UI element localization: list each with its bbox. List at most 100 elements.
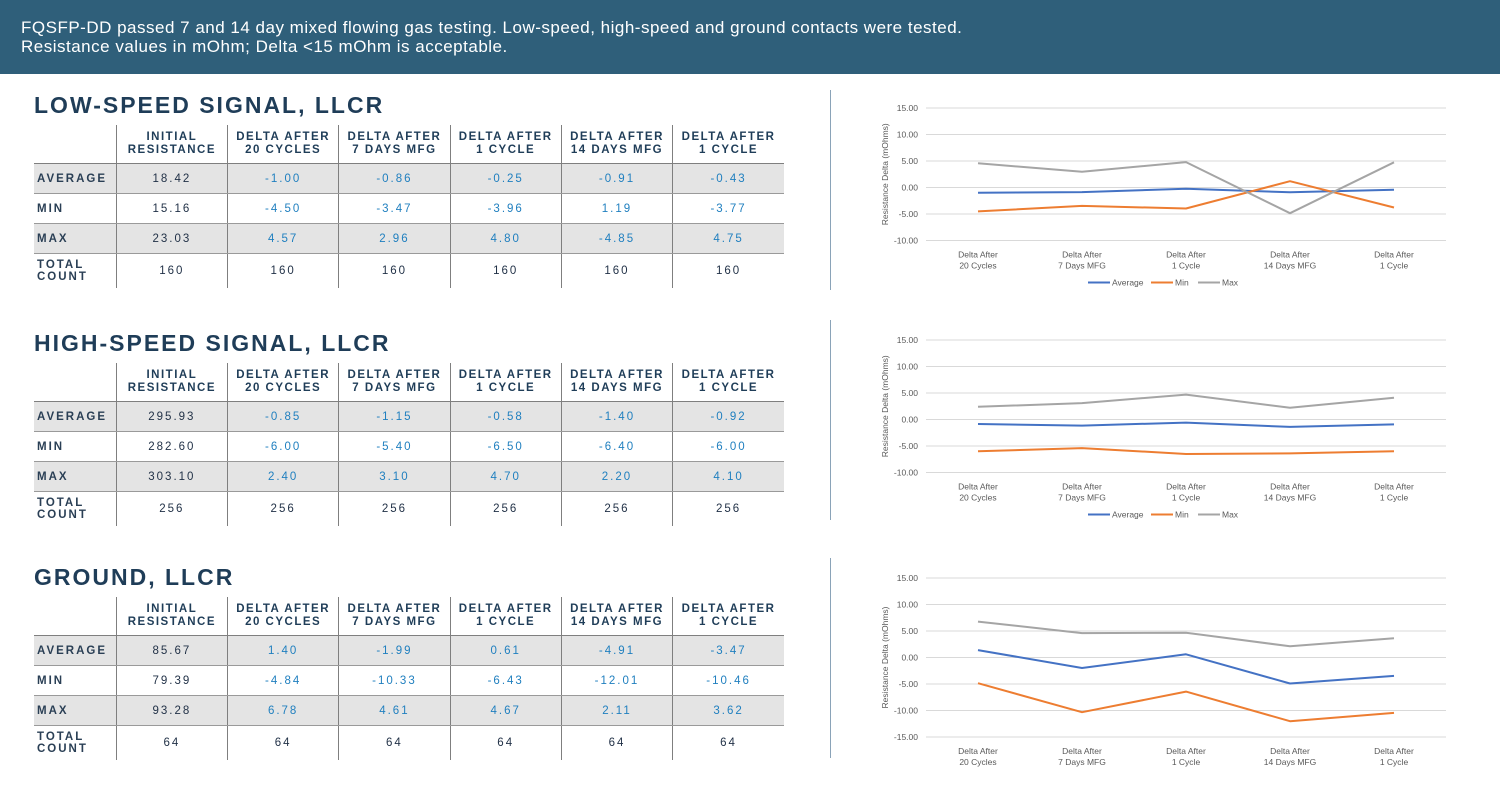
y-tick-label: -5.00 — [899, 441, 919, 451]
column-header-line: 7 DAYS MFG — [352, 616, 437, 628]
column-header: DELTA AFTER 1 CYCLE — [449, 125, 562, 164]
row-label: MIN — [34, 665, 117, 696]
table-cell: -1.99 — [338, 635, 451, 666]
x-tick-label: Delta After — [1062, 250, 1102, 260]
column-header: DELTA AFTER 7 DAYS MFG — [338, 363, 451, 402]
divider-3 — [830, 558, 831, 758]
table-cell: 64 — [338, 725, 451, 760]
table-cell: 256 — [672, 491, 784, 526]
x-tick-label: 20 Cycles — [959, 493, 996, 503]
column-header: DELTA AFTER 14 DAYS MFG — [560, 363, 673, 402]
table-cell: 64 — [115, 725, 228, 760]
header-blank — [34, 597, 117, 636]
table-cell: -3.47 — [338, 193, 451, 224]
column-header: DELTA AFTER 7 DAYS MFG — [338, 597, 451, 636]
column-header: DELTA AFTER 1 CYCLE — [449, 597, 562, 636]
column-header-line: 14 DAYS MFG — [570, 144, 664, 156]
table-cell: 303.10 — [115, 461, 228, 492]
y-tick-label: -10.00 — [894, 468, 918, 478]
header-blank — [34, 363, 117, 402]
low-speed-chart: Resistance Delta (mOhms) 15.00 10.00 5.00 0.… — [870, 96, 1470, 296]
series-line-average — [977, 421, 1395, 428]
column-header-line: RESISTANCE — [127, 382, 216, 394]
x-tick-label: Delta After — [1270, 746, 1310, 756]
y-tick-label: 10.00 — [897, 600, 919, 610]
section-title: HIGH-SPEED SIGNAL, LLCR — [34, 330, 391, 356]
column-header: DELTA AFTER 1 CYCLE — [672, 597, 784, 636]
table-row-min: MIN 282.60 -6.00 -5.40 -6.50 -6.40 -6.00 — [34, 431, 784, 462]
x-tick-label: 14 Days MFG — [1264, 493, 1316, 503]
high-speed-section: HIGH-SPEED SIGNAL, LLCR INITIAL RESISTANCE… — [34, 330, 794, 530]
table-cell: -10.46 — [672, 665, 784, 696]
column-header-line: DELTA AFTER — [570, 369, 664, 381]
high-speed-chart-svg: Resistance Delta (mOhms) 15.00 10.00 5.00 0.… — [880, 335, 1446, 520]
ground-section: GROUND, LLCR INITIAL RESISTANCE DELTA AFTER… — [34, 564, 794, 764]
table-cell: -6.40 — [560, 431, 673, 462]
column-header: DELTA AFTER 20 CYCLES — [226, 597, 339, 636]
table-cell: 160 — [560, 253, 673, 288]
table-cell: 295.93 — [115, 401, 228, 432]
table-cell: 6.78 — [226, 695, 339, 726]
header-blank — [34, 125, 117, 164]
row-label-line: TOTAL — [37, 259, 85, 271]
y-tick-label: 15.00 — [897, 573, 919, 583]
table-header-row: INITIAL RESISTANCE DELTA AFTER 20 CYCLES DEL… — [34, 363, 784, 402]
column-header-line: RESISTANCE — [127, 144, 216, 156]
table-cell: -1.40 — [560, 401, 673, 432]
row-label-line: COUNT — [37, 271, 88, 283]
y-tick-label: -10.00 — [894, 236, 918, 246]
x-tick-label: Delta After — [958, 250, 998, 260]
table-cell: -1.15 — [338, 401, 451, 432]
x-tick-label: Delta After — [1270, 482, 1310, 492]
column-header-line: 20 CYCLES — [245, 382, 322, 394]
row-label-line: TOTAL — [37, 731, 85, 743]
table-row-average: AVERAGE 85.67 1.40 -1.99 0.61 -4.91 -3.47 — [34, 635, 784, 666]
table-cell: -6.00 — [672, 431, 784, 462]
column-header-line: DELTA AFTER — [570, 131, 664, 143]
column-header-line: RESISTANCE — [127, 616, 216, 628]
column-header-line: DELTA AFTER — [681, 603, 776, 615]
ground-chart: Resistance Delta (mOhms) 15.00 10.00 5.00 0.… — [870, 566, 1470, 771]
series-line-max — [977, 620, 1395, 648]
table-row-total-count: TOTAL COUNT 160 160 160 160 160 160 — [34, 253, 784, 288]
table-row-average: AVERAGE 295.93 -0.85 -1.15 -0.58 -1.40 -0.92 — [34, 401, 784, 432]
column-header-line: 1 CYCLE — [699, 144, 759, 156]
column-header-line: DELTA AFTER — [347, 131, 442, 143]
x-tick-label: Delta After — [958, 746, 998, 756]
x-tick-label: Delta After — [1166, 746, 1206, 756]
column-header-line: DELTA AFTER — [347, 603, 442, 615]
legend-label: Max — [1222, 510, 1239, 520]
x-tick-label: Delta After — [1062, 482, 1102, 492]
x-tick-label: Delta After — [1166, 482, 1206, 492]
column-header-line: 1 CYCLE — [476, 616, 536, 628]
x-tick-label: 20 Cycles — [959, 757, 996, 767]
table-cell: 4.67 — [449, 695, 562, 726]
section-title: LOW-SPEED SIGNAL, LLCR — [34, 92, 385, 118]
table-cell: 160 — [449, 253, 562, 288]
table-cell: 4.75 — [672, 223, 784, 254]
table-cell: -12.01 — [560, 665, 673, 696]
x-tick-label: 7 Days MFG — [1058, 757, 1106, 767]
table-cell: 256 — [226, 491, 339, 526]
row-label: MAX — [34, 223, 117, 254]
x-tick-label: Delta After — [1374, 746, 1414, 756]
table-cell: 2.20 — [560, 461, 673, 492]
y-axis-label: Resistance Delta (mOhms) — [880, 355, 890, 457]
column-header-line: DELTA AFTER — [236, 603, 331, 615]
table-row-max: MAX 303.10 2.40 3.10 4.70 2.20 4.10 — [34, 461, 784, 492]
column-header: DELTA AFTER 1 CYCLE — [449, 363, 562, 402]
x-tick-label: 7 Days MFG — [1058, 493, 1106, 503]
x-tick-label: 7 Days MFG — [1058, 261, 1106, 271]
row-label: MAX — [34, 461, 117, 492]
table-cell: 160 — [672, 253, 784, 288]
series-line-min — [977, 682, 1395, 723]
column-header: INITIAL RESISTANCE — [115, 363, 228, 402]
series-line-max — [977, 393, 1395, 409]
row-label: MAX — [34, 695, 117, 726]
y-tick-label: -10.00 — [894, 706, 918, 716]
row-label-line: COUNT — [37, 743, 88, 755]
table-row-max: MAX 93.28 6.78 4.61 4.67 2.11 3.62 — [34, 695, 784, 726]
llcr-table: INITIAL RESISTANCE DELTA AFTER 20 CYCLES DEL… — [34, 125, 784, 288]
column-header-line: 7 DAYS MFG — [352, 144, 437, 156]
column-header-line: DELTA AFTER — [681, 369, 776, 381]
